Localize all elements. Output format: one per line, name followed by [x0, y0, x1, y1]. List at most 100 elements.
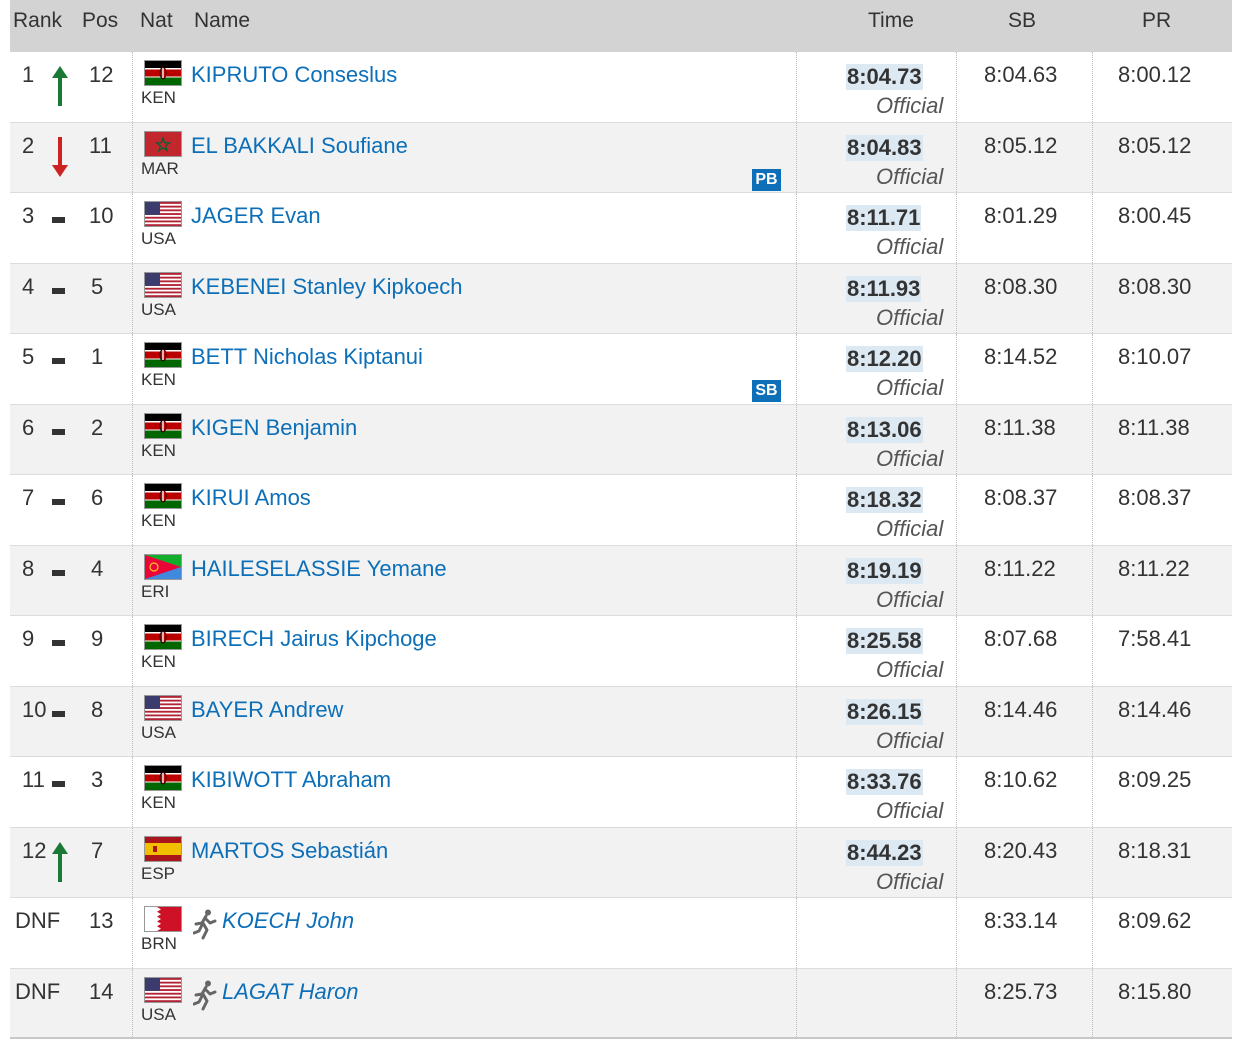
athlete-name-link[interactable]: BAYER Andrew: [191, 696, 344, 722]
column-divider: [956, 968, 957, 1037]
nat-code: USA: [141, 722, 176, 742]
athlete-name-link[interactable]: BETT Nicholas Kiptanui: [191, 344, 423, 369]
athlete-name-link[interactable]: LAGAT Haron: [222, 978, 359, 1004]
usa-flag-icon: [144, 694, 182, 721]
kenya-flag-icon: [144, 60, 182, 86]
nat-code: KEN: [141, 440, 176, 460]
no-change-icon: [52, 569, 65, 576]
column-divider: [956, 757, 957, 827]
header-nat[interactable]: Nat: [140, 9, 173, 32]
kenya-flag-icon: [144, 483, 182, 509]
column-divider: [1092, 757, 1093, 827]
athlete-name-link[interactable]: KIBIWOTT Abraham: [191, 767, 392, 792]
pos-cell: 1: [91, 344, 104, 369]
table-row: DNF 14 USA LAGAT Haron 8:25.73 8:15.80: [10, 968, 1232, 1039]
sb-cell: 8:14.46: [984, 696, 1058, 722]
column-divider: [956, 334, 957, 404]
official-status: Official: [876, 445, 944, 471]
eritrea-flag-icon: [144, 553, 182, 580]
header-pr[interactable]: PR: [1142, 9, 1172, 32]
table-row: DNF 13 BRN KOECH John 8:33.14 8:09.62: [10, 898, 1232, 969]
table-row: 2 11 MAR EL BAKKALI Soufiane PB 8:04.83 Offici…: [10, 122, 1232, 193]
time-cell: 8:11.71: [846, 205, 922, 231]
rank-cell: 3: [22, 203, 35, 228]
table-row: 10 8 USA BAYER Andrew 8:26.15 Official 8:14.46…: [10, 686, 1232, 757]
table-row: 8 4 ERI HAILESELASSIE Yemane 8:19.19 Official…: [10, 545, 1232, 616]
athlete-name-link[interactable]: KOECH John: [222, 908, 355, 933]
official-status: Official: [876, 657, 944, 682]
sb-cell: 8:14.52: [984, 344, 1058, 369]
time-cell: 8:12.20: [846, 346, 923, 372]
pr-cell: 8:08.30: [1118, 273, 1192, 299]
runner-icon: [192, 980, 217, 1012]
rank-cell: 11: [22, 767, 45, 792]
pos-cell: 10: [89, 203, 114, 228]
table-header: Rank Pos Nat Name Time SB PR: [10, 0, 1232, 52]
column-divider: [796, 898, 797, 968]
athlete-name-link[interactable]: JAGER Evan: [191, 203, 321, 228]
nat-code: KEN: [141, 370, 176, 389]
athlete-name-link[interactable]: KIPRUTO Conseslus: [191, 62, 398, 87]
athlete-name-link[interactable]: KIGEN Benjamin: [191, 414, 358, 440]
no-change-icon: [52, 640, 65, 646]
pb-badge: PB: [752, 168, 781, 191]
table-row: 7 6 KEN KIRUI Amos 8:18.32 Official 8:08.37 8:0…: [10, 475, 1232, 546]
column-divider: [956, 827, 957, 897]
column-divider: [132, 52, 133, 122]
column-divider: [1092, 898, 1093, 968]
rank-cell: 9: [22, 626, 35, 651]
time-cell: 8:11.93: [846, 275, 922, 302]
no-change-icon: [52, 499, 65, 505]
column-divider: [956, 686, 957, 756]
pr-cell: 8:05.12: [1118, 132, 1192, 158]
rank-cell: 1: [22, 62, 35, 87]
rank-cell: DNF: [15, 908, 61, 933]
nat-code: USA: [141, 1004, 176, 1024]
table-row: 5 1 KEN BETT Nicholas Kiptanui SB 8:12.20 Offi…: [10, 334, 1232, 405]
no-change-icon: [52, 428, 65, 435]
athlete-name-link[interactable]: BIRECH Jairus Kipchoge: [191, 626, 437, 651]
official-status: Official: [876, 727, 944, 753]
column-divider: [796, 545, 797, 615]
athlete-name-link[interactable]: KIRUI Amos: [191, 485, 311, 510]
header-sb[interactable]: SB: [1008, 9, 1037, 32]
rank-cell: 6: [22, 414, 35, 440]
column-divider: [796, 122, 797, 192]
sb-badge: SB: [752, 380, 781, 402]
column-divider: [1092, 52, 1093, 122]
official-status: Official: [876, 234, 944, 259]
column-divider: [132, 757, 133, 827]
column-divider: [956, 193, 957, 263]
pos-cell: 5: [91, 273, 104, 299]
column-divider: [1092, 193, 1093, 263]
column-divider: [1092, 263, 1093, 333]
athlete-name-link[interactable]: HAILESELASSIE Yemane: [191, 555, 447, 581]
sb-cell: 8:11.38: [984, 414, 1056, 440]
time-cell: 8:18.32: [846, 487, 923, 513]
nat-code: USA: [141, 299, 176, 319]
athlete-name-link[interactable]: KEBENEI Stanley Kipkoech: [191, 273, 463, 299]
header-pos[interactable]: Pos: [82, 9, 119, 32]
athlete-name-link[interactable]: EL BAKKALI Soufiane: [191, 132, 408, 158]
rank-cell: 7: [22, 485, 35, 510]
header-time[interactable]: Time: [868, 9, 914, 32]
header-rank[interactable]: Rank: [13, 9, 63, 32]
athlete-name-link[interactable]: MARTOS Sebastián: [191, 837, 389, 863]
time-cell: 8:13.06: [846, 416, 923, 443]
results-table: Rank Pos Nat Name Time SB PR 1 12 KEN KIPRU…: [10, 0, 1232, 1039]
column-divider: [796, 757, 797, 827]
morocco-flag-icon: [144, 130, 182, 157]
nat-code: MAR: [141, 158, 179, 178]
table-row: 6 2 KEN KIGEN Benjamin 8:13.06 Official 8:11.3…: [10, 404, 1232, 475]
column-divider: [956, 898, 957, 968]
column-divider: [132, 827, 133, 897]
pr-cell: 8:11.38: [1118, 414, 1190, 440]
sb-cell: 8:25.73: [984, 978, 1058, 1004]
bahrain-flag-icon: [144, 906, 182, 932]
time-cell: 8:33.76: [846, 769, 923, 795]
rank-cell: 4: [22, 273, 35, 299]
pr-cell: 8:18.31: [1118, 837, 1192, 863]
header-name[interactable]: Name: [194, 9, 251, 32]
pos-cell: 11: [89, 132, 112, 158]
rank-cell: 12: [22, 837, 47, 863]
